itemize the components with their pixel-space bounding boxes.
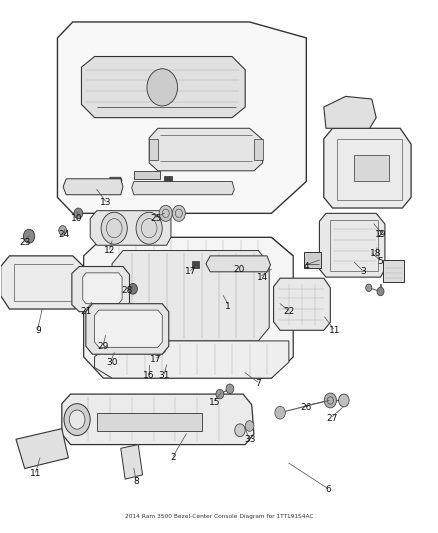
Text: 21: 21 xyxy=(80,307,92,316)
Polygon shape xyxy=(110,177,122,184)
Circle shape xyxy=(377,287,384,296)
Text: 15: 15 xyxy=(209,398,220,407)
Polygon shape xyxy=(324,96,376,128)
Text: 14: 14 xyxy=(257,273,268,281)
Circle shape xyxy=(23,229,35,243)
Circle shape xyxy=(245,421,254,431)
Text: 10: 10 xyxy=(71,214,83,223)
Circle shape xyxy=(69,410,85,429)
Polygon shape xyxy=(319,213,385,277)
Text: 31: 31 xyxy=(159,371,170,380)
Circle shape xyxy=(275,406,286,419)
Polygon shape xyxy=(95,341,289,378)
Text: 27: 27 xyxy=(327,414,338,423)
Polygon shape xyxy=(83,273,122,304)
Polygon shape xyxy=(16,429,68,469)
Bar xyxy=(354,155,389,181)
Text: 33: 33 xyxy=(244,435,255,444)
Polygon shape xyxy=(62,394,254,445)
Circle shape xyxy=(339,394,349,407)
Text: 1: 1 xyxy=(225,302,231,311)
Text: 19: 19 xyxy=(375,230,386,239)
Text: 11: 11 xyxy=(329,326,340,335)
Text: 2014 Ram 3500 Bezel-Center Console Diagram for 1TT191S4AC: 2014 Ram 3500 Bezel-Center Console Diagr… xyxy=(125,514,313,519)
Text: 17: 17 xyxy=(185,268,196,276)
Text: 3: 3 xyxy=(360,268,366,276)
Polygon shape xyxy=(192,261,199,268)
Text: 26: 26 xyxy=(300,403,312,412)
Text: 7: 7 xyxy=(255,379,261,388)
Polygon shape xyxy=(164,176,172,184)
Text: 8: 8 xyxy=(133,478,139,486)
Text: 28: 28 xyxy=(122,286,133,295)
Polygon shape xyxy=(57,22,306,213)
Polygon shape xyxy=(63,179,123,195)
Polygon shape xyxy=(121,445,143,479)
Bar xyxy=(304,252,321,268)
Polygon shape xyxy=(254,139,263,160)
Text: 25: 25 xyxy=(150,214,161,223)
Text: 4: 4 xyxy=(304,262,309,271)
Circle shape xyxy=(366,284,372,292)
Circle shape xyxy=(74,208,83,219)
Text: 30: 30 xyxy=(106,358,118,367)
Text: 2: 2 xyxy=(170,454,176,463)
Text: 11: 11 xyxy=(30,470,41,478)
Text: 23: 23 xyxy=(19,238,30,247)
Polygon shape xyxy=(90,211,171,245)
Text: 2: 2 xyxy=(378,230,383,239)
Polygon shape xyxy=(206,256,271,272)
Text: 24: 24 xyxy=(58,230,70,239)
Text: 16: 16 xyxy=(143,371,155,380)
Polygon shape xyxy=(134,171,160,179)
Text: 22: 22 xyxy=(283,307,294,316)
Polygon shape xyxy=(149,139,158,160)
Bar xyxy=(97,413,201,431)
Text: 18: 18 xyxy=(371,249,382,258)
Text: 6: 6 xyxy=(325,485,331,494)
Text: 12: 12 xyxy=(104,246,116,255)
Polygon shape xyxy=(86,304,169,354)
Text: 5: 5 xyxy=(378,257,383,265)
Text: 29: 29 xyxy=(98,342,109,351)
Circle shape xyxy=(172,205,185,221)
Circle shape xyxy=(216,389,224,399)
Text: 17: 17 xyxy=(150,355,162,364)
Circle shape xyxy=(226,384,234,393)
Circle shape xyxy=(324,393,336,408)
Text: 20: 20 xyxy=(233,265,244,273)
Polygon shape xyxy=(324,128,411,208)
Polygon shape xyxy=(112,251,269,341)
Circle shape xyxy=(235,424,245,437)
Bar xyxy=(383,260,404,282)
Polygon shape xyxy=(72,266,130,312)
Polygon shape xyxy=(274,278,330,330)
Polygon shape xyxy=(1,256,86,309)
Polygon shape xyxy=(149,128,263,171)
Polygon shape xyxy=(84,237,293,378)
Circle shape xyxy=(147,69,177,106)
Polygon shape xyxy=(81,56,245,118)
Circle shape xyxy=(159,205,172,221)
Circle shape xyxy=(129,284,138,294)
Circle shape xyxy=(59,225,67,235)
Circle shape xyxy=(64,403,90,435)
Polygon shape xyxy=(132,181,234,195)
Circle shape xyxy=(101,212,127,244)
Polygon shape xyxy=(95,310,162,348)
Circle shape xyxy=(136,212,162,244)
Text: 9: 9 xyxy=(35,326,41,335)
Text: 13: 13 xyxy=(100,198,111,207)
